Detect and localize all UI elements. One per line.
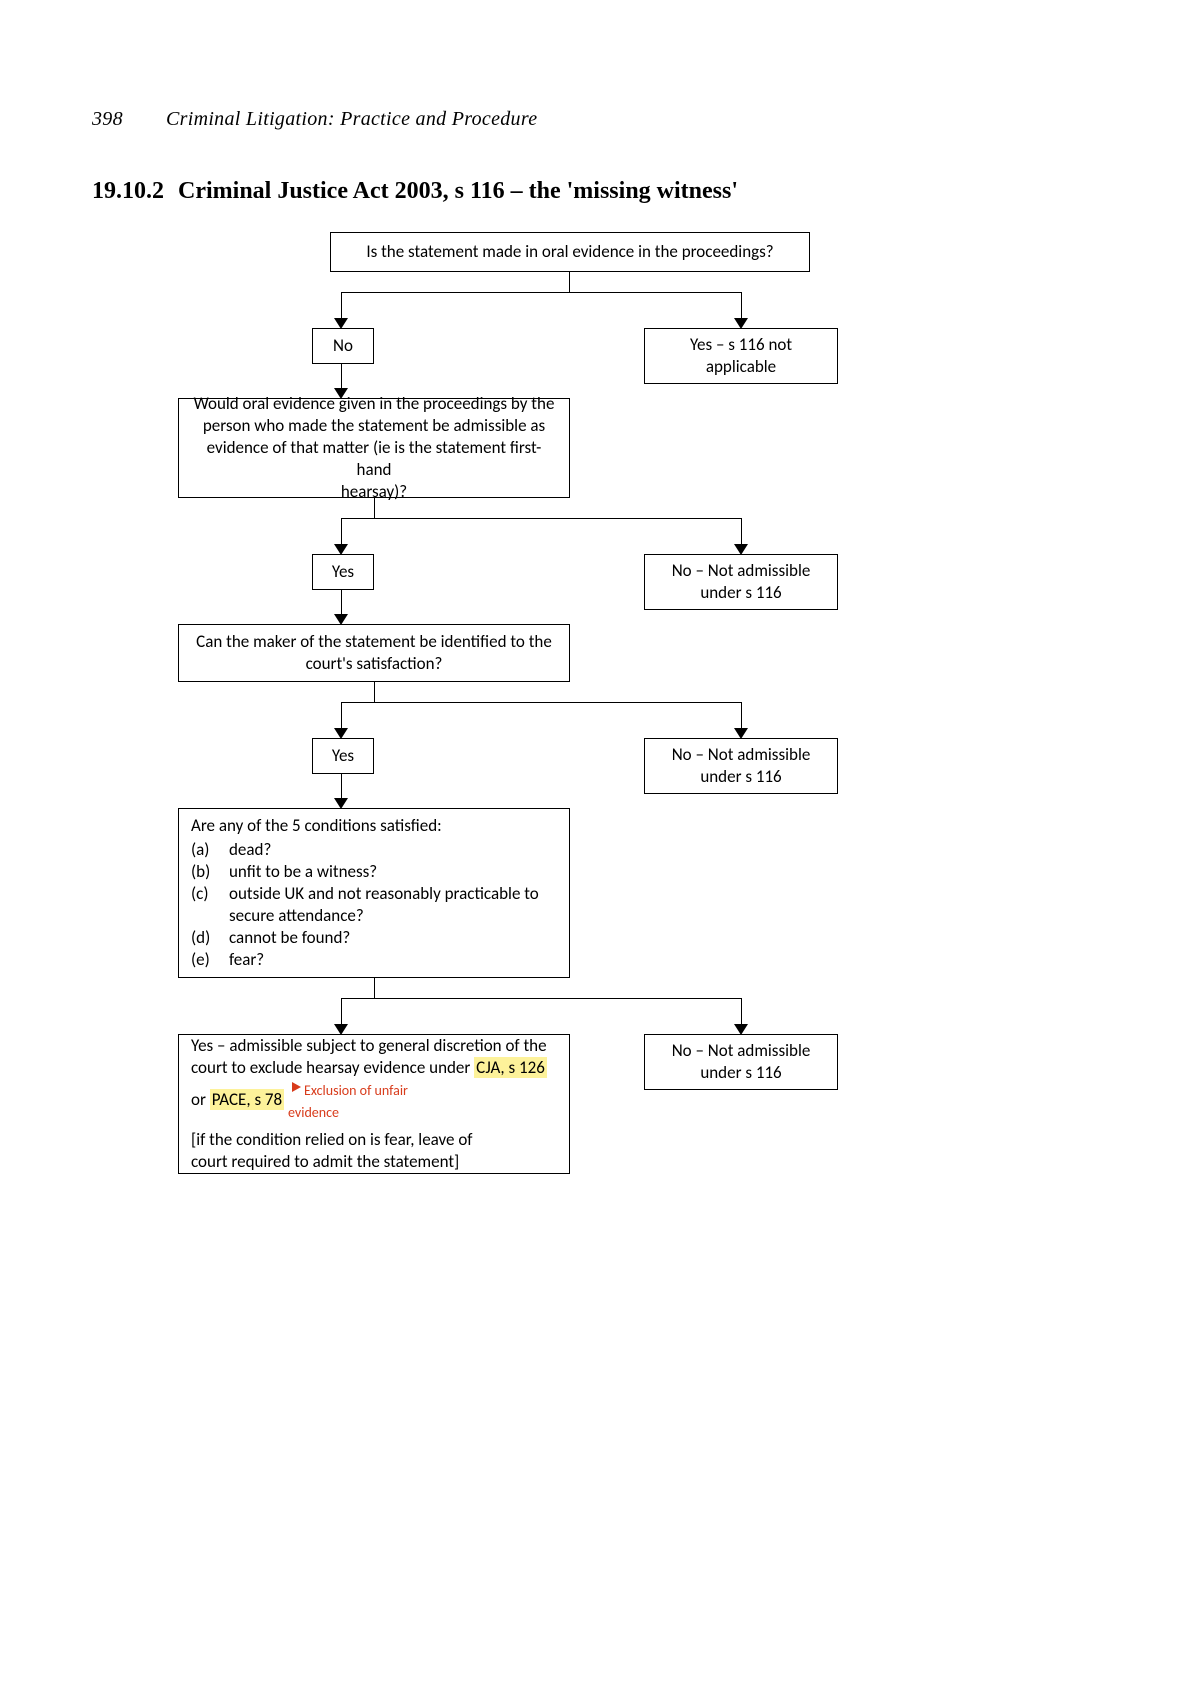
node-q2: Would oral evidence given in the proceed… <box>178 398 570 498</box>
node-q1-text: Is the statement made in oral evidence i… <box>366 241 773 263</box>
node-q3-no-line2: under s 116 <box>700 766 781 788</box>
connector <box>741 292 742 320</box>
connector <box>341 998 741 999</box>
condition-row: (e)fear? <box>191 949 557 971</box>
node-q1-no: No <box>312 328 374 364</box>
connector <box>341 702 342 730</box>
node-q2-line2: person who made the statement be admissi… <box>203 415 545 437</box>
node-q2-line3: evidence of that matter (ie is the state… <box>191 437 557 481</box>
node-q2-yes-text: Yes <box>332 561 354 583</box>
node-final-bracket: [if the condition relied on is fear, lea… <box>191 1129 473 1173</box>
node-q2-line1: Would oral evidence given in the proceed… <box>194 393 555 415</box>
node-q2-no-line2: under s 116 <box>700 582 781 604</box>
connector <box>374 498 375 518</box>
node-final-bracket-line2: court required to admit the statement] <box>191 1151 473 1173</box>
connector <box>341 774 342 800</box>
node-q1-yes: Yes – s 116 not applicable <box>644 328 838 384</box>
node-q2-no-line1: No – Not admissible <box>672 560 811 582</box>
node-q1-no-text: No <box>333 335 353 357</box>
node-q3-yes-text: Yes <box>332 745 354 767</box>
highlight-cja: CJA, s 126 <box>474 1057 547 1078</box>
condition-row: (b)unfit to be a witness? <box>191 861 557 883</box>
node-final-main: Yes – admissible subject to general disc… <box>191 1035 557 1123</box>
connector <box>341 518 342 546</box>
condition-value: outside UK and not reasonably practicabl… <box>229 883 557 927</box>
connector <box>341 702 741 703</box>
connector <box>341 518 741 519</box>
connector <box>741 518 742 546</box>
condition-row: (a)dead? <box>191 839 557 861</box>
node-q1-yes-line2: applicable <box>706 356 776 378</box>
book-title: Criminal Litigation: Practice and Proced… <box>166 108 537 131</box>
condition-key: (c) <box>191 883 229 927</box>
section-heading: 19.10.2Criminal Justice Act 2003, s 116 … <box>92 178 738 205</box>
node-final-bracket-line1: [if the condition relied on is fear, lea… <box>191 1129 473 1151</box>
connector <box>341 998 342 1026</box>
condition-row: (c)outside UK and not reasonably practic… <box>191 883 557 927</box>
condition-row: (d)cannot be found? <box>191 927 557 949</box>
node-q1-yes-line1: Yes – s 116 not <box>690 334 792 356</box>
node-final: Yes – admissible subject to general disc… <box>178 1034 570 1174</box>
connector <box>569 272 570 292</box>
node-q3-yes: Yes <box>312 738 374 774</box>
highlight-pace: PACE, s 78 <box>210 1089 284 1110</box>
connector <box>341 292 741 293</box>
node-q3-line1: Can the maker of the statement be identi… <box>196 631 552 653</box>
node-final-mid: or <box>191 1089 210 1110</box>
annotation-arrow-icon <box>292 1082 301 1092</box>
node-q4-no-line1: No – Not admissible <box>672 1040 811 1062</box>
condition-value: unfit to be a witness? <box>229 861 377 883</box>
connector <box>374 682 375 702</box>
connector <box>341 364 342 390</box>
connector <box>341 292 342 320</box>
section-number: 19.10.2 <box>92 178 178 205</box>
node-q1: Is the statement made in oral evidence i… <box>330 232 810 272</box>
node-q4-list: (a)dead?(b)unfit to be a witness?(c)outs… <box>191 839 557 972</box>
node-q3-line2: court's satisfaction? <box>306 653 443 675</box>
connector <box>741 998 742 1026</box>
annotation-text: Exclusion of unfair evidence <box>288 1082 408 1121</box>
condition-key: (d) <box>191 927 229 949</box>
connector <box>341 590 342 616</box>
page-number: 398 <box>92 108 123 131</box>
condition-key: (e) <box>191 949 229 971</box>
node-q4-intro: Are any of the 5 conditions satisfied: <box>191 815 442 837</box>
node-q4-no-line2: under s 116 <box>700 1062 781 1084</box>
connector <box>741 702 742 730</box>
connector <box>374 978 375 998</box>
condition-value: dead? <box>229 839 271 861</box>
node-q3-no-line1: No – Not admissible <box>672 744 811 766</box>
node-q3: Can the maker of the statement be identi… <box>178 624 570 682</box>
flowchart: Is the statement made in oral evidence i… <box>178 232 838 1262</box>
section-title: Criminal Justice Act 2003, s 116 – the '… <box>178 178 738 204</box>
node-q4: Are any of the 5 conditions satisfied: (… <box>178 808 570 978</box>
node-q3-no: No – Not admissible under s 116 <box>644 738 838 794</box>
node-q2-yes: Yes <box>312 554 374 590</box>
page: 398 Criminal Litigation: Practice and Pr… <box>0 0 1200 1698</box>
condition-value: cannot be found? <box>229 927 350 949</box>
node-q2-no: No – Not admissible under s 116 <box>644 554 838 610</box>
condition-key: (b) <box>191 861 229 883</box>
condition-value: fear? <box>229 949 264 971</box>
condition-key: (a) <box>191 839 229 861</box>
node-q4-no: No – Not admissible under s 116 <box>644 1034 838 1090</box>
